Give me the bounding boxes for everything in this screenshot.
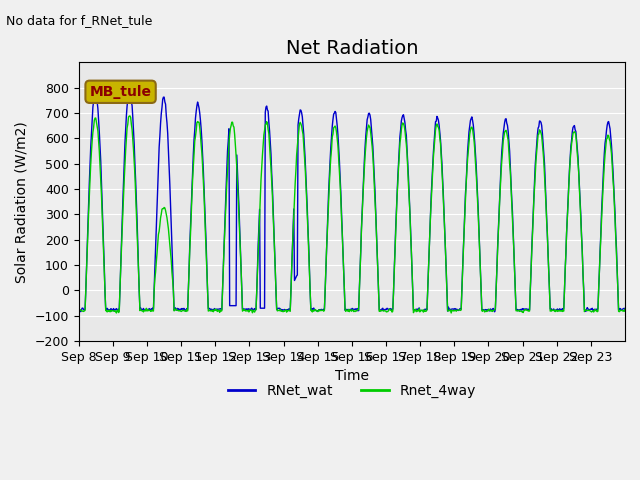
RNet_wat — [440, 192, 447, 198]
Rnet_4way — [288, 267, 296, 273]
Title: Net Radiation: Net Radiation — [285, 39, 418, 58]
Text: No data for f_RNet_tule: No data for f_RNet_tule — [6, 14, 153, 27]
Rnet_4way — [440, 196, 447, 202]
Rnet_4way — [447, 310, 455, 316]
Rnet_4way — [267, 165, 275, 170]
RNet_wat — [287, 287, 295, 292]
Legend: RNet_wat, Rnet_4way: RNet_wat, Rnet_4way — [222, 379, 481, 404]
RNet_wat — [621, 307, 629, 313]
Line: Rnet_4way: Rnet_4way — [79, 116, 625, 313]
Rnet_4way — [140, 309, 147, 315]
Rnet_4way — [409, 288, 417, 294]
RNet_wat — [139, 307, 147, 312]
Line: RNet_wat: RNet_wat — [79, 89, 625, 312]
Text: MB_tule: MB_tule — [90, 85, 152, 99]
RNet_wat — [266, 139, 274, 145]
RNet_wat — [239, 306, 247, 312]
Rnet_4way — [126, 113, 134, 119]
RNet_wat — [408, 268, 416, 274]
Rnet_4way — [621, 306, 629, 312]
Rnet_4way — [75, 309, 83, 314]
Y-axis label: Solar Radiation (W/m2): Solar Radiation (W/m2) — [15, 121, 29, 283]
Rnet_4way — [240, 308, 248, 313]
X-axis label: Time: Time — [335, 370, 369, 384]
RNet_wat — [75, 306, 83, 312]
